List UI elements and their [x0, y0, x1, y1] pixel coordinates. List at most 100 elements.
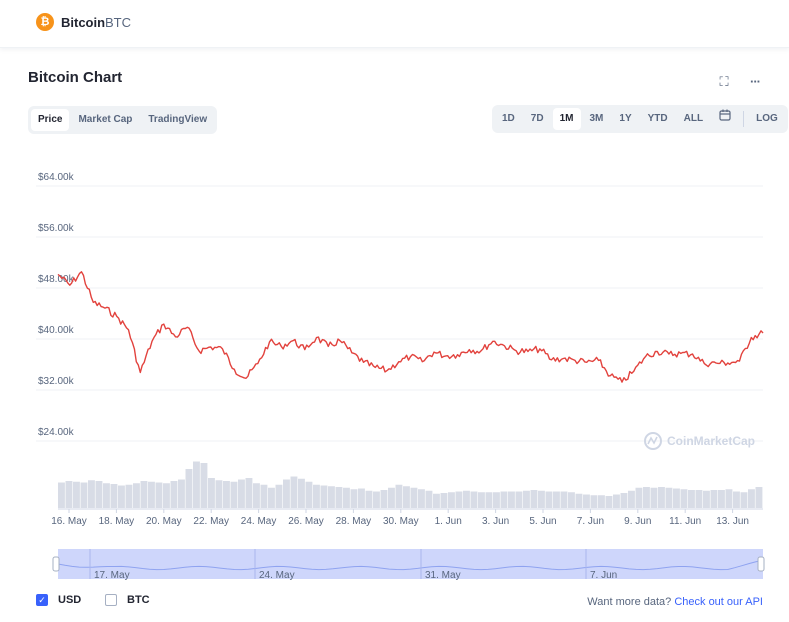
coin-symbol: BTC: [105, 15, 131, 30]
x-tick-label: 16. May: [51, 516, 87, 527]
volume-bar: [455, 491, 463, 508]
volume-bar: [140, 481, 148, 508]
volume-bar: [440, 493, 448, 508]
bitcoin-logo-icon: ₿: [36, 13, 54, 31]
range-navigator[interactable]: 17. May 24. May 31. May 7. Jun: [52, 549, 765, 581]
volume-bar: [575, 493, 583, 508]
volume-bar: [665, 487, 673, 508]
volume-bar: [598, 495, 605, 508]
coin-name[interactable]: Bitcoin: [61, 15, 106, 30]
usd-checkbox[interactable]: ✓: [36, 594, 48, 606]
y-tick-label: $40.00k: [38, 325, 75, 336]
fullscreen-icon[interactable]: ⛶: [719, 74, 729, 89]
volume-bar: [418, 489, 425, 508]
volume-bar: [253, 483, 260, 508]
x-tick-label: 5. Jun: [529, 516, 556, 527]
more-options-icon[interactable]: ···: [750, 74, 761, 89]
volume-bar: [620, 493, 628, 508]
navigator-selection: [58, 549, 763, 579]
volume-bar: [155, 482, 163, 508]
volume-bar: [95, 481, 103, 508]
volume-bar: [478, 492, 485, 508]
volume-bar: [170, 481, 178, 508]
btc-label: BTC: [127, 594, 150, 606]
x-tick-label: 28. May: [336, 516, 372, 527]
navigator-tick-label: 7. Jun: [590, 570, 617, 581]
volume-bar: [260, 484, 268, 508]
log-scale-toggle[interactable]: LOG: [756, 113, 778, 124]
watermark-text: CoinMarketCap: [667, 434, 755, 448]
range-1d[interactable]: 1D: [502, 113, 515, 124]
volume-bar: [163, 483, 170, 508]
volume-bar: [373, 491, 380, 508]
volume-bar: [80, 482, 88, 508]
legend-usd[interactable]: ✓ USD: [36, 594, 81, 606]
range-1y[interactable]: 1Y: [619, 113, 632, 124]
x-tick-label: 1. Jun: [435, 516, 462, 527]
navigator-tick-label: 17. May: [94, 570, 130, 581]
volume-bar: [343, 487, 350, 508]
btc-checkbox[interactable]: [105, 594, 117, 606]
volume-bar: [58, 482, 65, 508]
volume-bar: [673, 488, 680, 508]
volume-bar: [590, 495, 598, 508]
volume-bar: [500, 491, 508, 508]
volume-bar: [320, 485, 328, 508]
range-all[interactable]: ALL: [683, 113, 704, 124]
volume-bar: [133, 483, 140, 508]
navigator-left-handle[interactable]: [52, 556, 60, 572]
volume-bar: [485, 492, 493, 508]
volume-bar: [110, 484, 118, 508]
x-tick-label: 26. May: [288, 516, 324, 527]
volume-bar: [635, 487, 643, 508]
volume-bar: [73, 481, 80, 508]
volume-bar: [125, 484, 133, 508]
tab-price[interactable]: Price: [31, 109, 70, 131]
tab-market-cap[interactable]: Market Cap: [78, 114, 133, 125]
volume-bar: [545, 491, 553, 508]
volume-bar: [148, 481, 155, 508]
volume-bar: [328, 486, 335, 508]
legend-btc[interactable]: BTC: [105, 594, 150, 606]
volume-bar: [358, 488, 365, 508]
calendar-icon[interactable]: [712, 108, 738, 130]
range-tabs: 1D 7D 1M 3M 1Y YTD ALL LOG: [492, 105, 788, 133]
range-7d[interactable]: 7D: [530, 113, 544, 124]
x-tick-label: 22. May: [193, 516, 229, 527]
volume-bar: [350, 489, 358, 508]
range-divider: [743, 111, 745, 127]
navigator-right-handle[interactable]: [757, 556, 765, 572]
volume-bar: [710, 490, 718, 508]
volume-bar: [755, 487, 763, 508]
volume-bar: [433, 493, 440, 508]
y-tick-label: $48.00k: [38, 274, 75, 285]
range-1m[interactable]: 1M: [552, 108, 581, 130]
volume-bar: [193, 461, 200, 508]
volume-bar: [613, 494, 620, 508]
volume-bar: [335, 487, 343, 508]
volume-bar: [703, 490, 710, 508]
volume-bar: [530, 490, 538, 508]
price-chart[interactable]: $24.00k $32.00k $40.00k $48.00k $56.00k $64.0…: [0, 140, 789, 585]
x-tick-label: 24. May: [241, 516, 277, 527]
x-tick-label: 9. Jun: [624, 516, 651, 527]
x-tick-label: 30. May: [383, 516, 419, 527]
x-tick-label: 18. May: [99, 516, 135, 527]
y-tick-label: $64.00k: [38, 172, 75, 183]
range-ytd[interactable]: YTD: [647, 113, 668, 124]
y-tick-label: $56.00k: [38, 223, 75, 234]
volume-bar: [560, 491, 568, 508]
tab-tradingview[interactable]: TradingView: [148, 114, 208, 125]
volume-bar: [305, 481, 313, 508]
volume-bar: [388, 487, 395, 508]
volume-bar: [298, 478, 305, 508]
volume-bar: [290, 476, 298, 508]
api-promo-text: Want more data?: [587, 596, 672, 608]
volume-bar: [583, 494, 590, 508]
volume-bar: [718, 490, 725, 508]
api-promo: Want more data? Check out our API: [587, 596, 763, 608]
volume-bar: [650, 487, 658, 508]
volume-bar: [553, 491, 560, 508]
api-link[interactable]: Check out our API: [674, 596, 763, 608]
range-3m[interactable]: 3M: [589, 113, 604, 124]
